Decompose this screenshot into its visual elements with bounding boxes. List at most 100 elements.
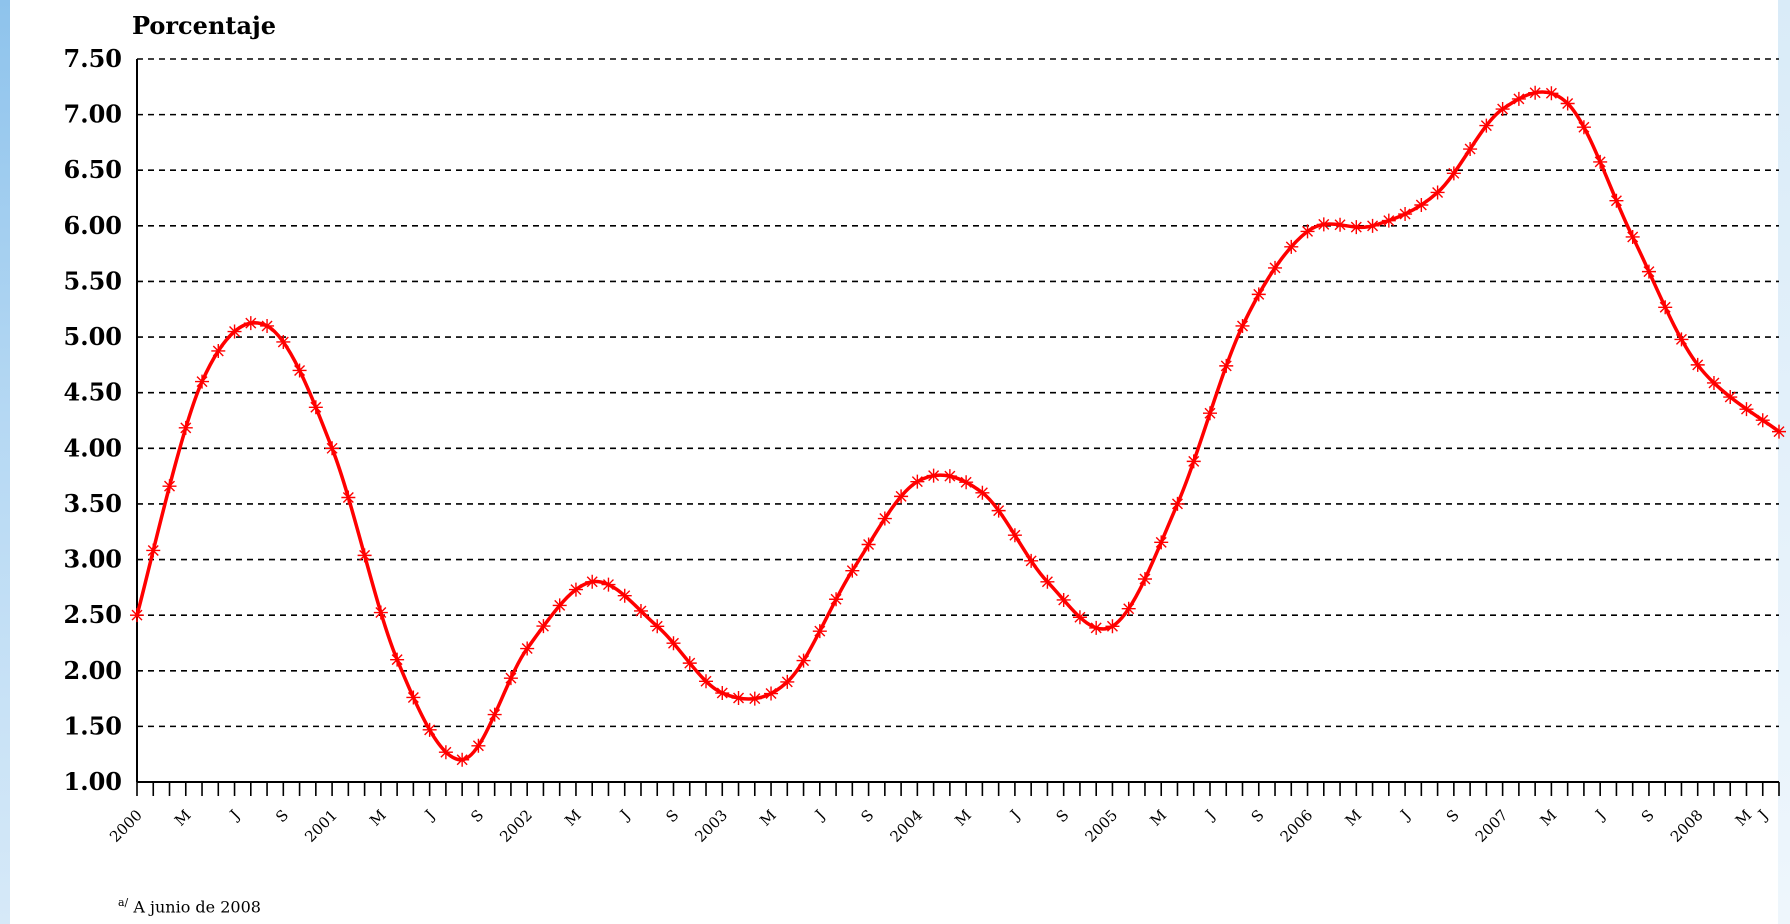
star-marker xyxy=(1593,154,1608,169)
y-tick-label: 6.50 xyxy=(64,155,122,184)
star-marker xyxy=(243,316,258,331)
star-marker xyxy=(227,324,242,339)
star-marker xyxy=(130,608,144,623)
x-tick-label: S xyxy=(1053,806,1073,826)
x-tick-label: M xyxy=(951,806,975,830)
star-marker xyxy=(1105,619,1120,634)
star-marker xyxy=(991,503,1006,518)
star-marker xyxy=(1235,318,1250,333)
star-marker xyxy=(1137,572,1152,587)
star-marker xyxy=(1007,528,1022,543)
star-marker xyxy=(1316,217,1331,232)
y-tick-label: 7.50 xyxy=(64,44,122,73)
x-tick-label: J xyxy=(1200,806,1218,824)
star-marker xyxy=(1495,102,1510,117)
x-tick-label: J xyxy=(1591,806,1609,824)
star-marker xyxy=(487,707,502,722)
left-gradient-strip xyxy=(0,0,10,924)
star-marker xyxy=(1056,592,1071,607)
star-marker xyxy=(1219,358,1234,373)
star-marker xyxy=(341,490,356,505)
star-marker xyxy=(1284,239,1299,254)
star-marker xyxy=(1154,535,1169,550)
star-marker xyxy=(1674,332,1689,347)
star-marker xyxy=(731,691,746,706)
y-tick-label: 4.00 xyxy=(64,433,122,462)
star-marker xyxy=(1024,553,1039,568)
x-tick-label: J xyxy=(615,806,633,824)
star-marker xyxy=(585,574,600,589)
x-tick-label: M xyxy=(1342,806,1366,830)
star-marker xyxy=(146,543,161,558)
star-marker xyxy=(471,738,486,753)
star-marker xyxy=(260,318,275,333)
star-marker xyxy=(715,686,730,701)
star-marker xyxy=(373,605,388,620)
star-marker xyxy=(1739,402,1754,417)
star-marker xyxy=(1544,86,1559,101)
star-marker xyxy=(406,690,421,705)
star-marker xyxy=(975,485,990,500)
series-markers xyxy=(130,85,1786,767)
y-tick-label: 4.50 xyxy=(64,378,122,407)
star-marker xyxy=(812,624,827,639)
x-tick-label: S xyxy=(1443,806,1463,826)
x-tick-label: 2001 xyxy=(301,806,341,846)
star-marker xyxy=(894,489,909,504)
star-marker xyxy=(942,469,957,484)
star-marker xyxy=(1430,185,1445,200)
axes xyxy=(136,59,1780,796)
x-tick-label: 2002 xyxy=(496,806,536,846)
star-marker xyxy=(1690,357,1705,372)
star-marker xyxy=(422,722,437,737)
x-tick-label: M xyxy=(1146,806,1170,830)
y-tick-label: 7.00 xyxy=(64,100,122,129)
star-marker xyxy=(1463,142,1478,157)
star-marker xyxy=(357,548,372,563)
star-marker xyxy=(503,671,518,686)
star-marker xyxy=(325,441,340,456)
star-marker xyxy=(552,598,567,613)
y-tick-label: 1.00 xyxy=(64,767,122,796)
x-tick-label: S xyxy=(1638,806,1658,826)
star-marker xyxy=(1446,166,1461,181)
star-marker xyxy=(877,511,892,526)
star-marker xyxy=(455,752,470,767)
x-tick-label: 2003 xyxy=(691,806,731,846)
star-marker xyxy=(601,577,616,592)
star-marker xyxy=(1772,424,1786,439)
star-marker xyxy=(1089,620,1104,635)
y-tick-label: 6.00 xyxy=(64,211,122,240)
x-tick-label: J xyxy=(1753,806,1771,824)
star-marker xyxy=(1186,454,1201,469)
x-tick-label: M xyxy=(171,806,195,830)
star-marker xyxy=(1365,218,1380,233)
series-line xyxy=(135,90,1781,762)
star-marker xyxy=(308,400,323,415)
star-marker xyxy=(390,652,405,667)
star-marker xyxy=(666,636,681,651)
star-marker xyxy=(162,479,177,494)
star-marker xyxy=(926,468,941,483)
x-tick-label: S xyxy=(467,806,487,826)
star-marker xyxy=(1398,207,1413,222)
x-tick-label: S xyxy=(1248,806,1268,826)
x-tick-label: J xyxy=(420,806,438,824)
star-marker xyxy=(1576,120,1591,135)
star-marker xyxy=(1300,224,1315,239)
star-marker xyxy=(1170,496,1185,511)
x-tick-label: 2008 xyxy=(1667,806,1707,846)
y-tick-label: 5.00 xyxy=(64,322,122,351)
y-tick-label: 2.50 xyxy=(64,600,122,629)
star-marker xyxy=(1349,220,1364,235)
star-marker xyxy=(1414,197,1429,212)
star-marker xyxy=(1528,85,1543,100)
x-tick-label: 2004 xyxy=(886,806,926,846)
x-tick-label: S xyxy=(857,806,877,826)
star-marker xyxy=(1511,91,1526,106)
star-marker xyxy=(780,674,795,689)
grid-lines xyxy=(137,58,1779,728)
x-tick-label: 2000 xyxy=(106,806,146,846)
x-tick-label: M xyxy=(756,806,780,830)
